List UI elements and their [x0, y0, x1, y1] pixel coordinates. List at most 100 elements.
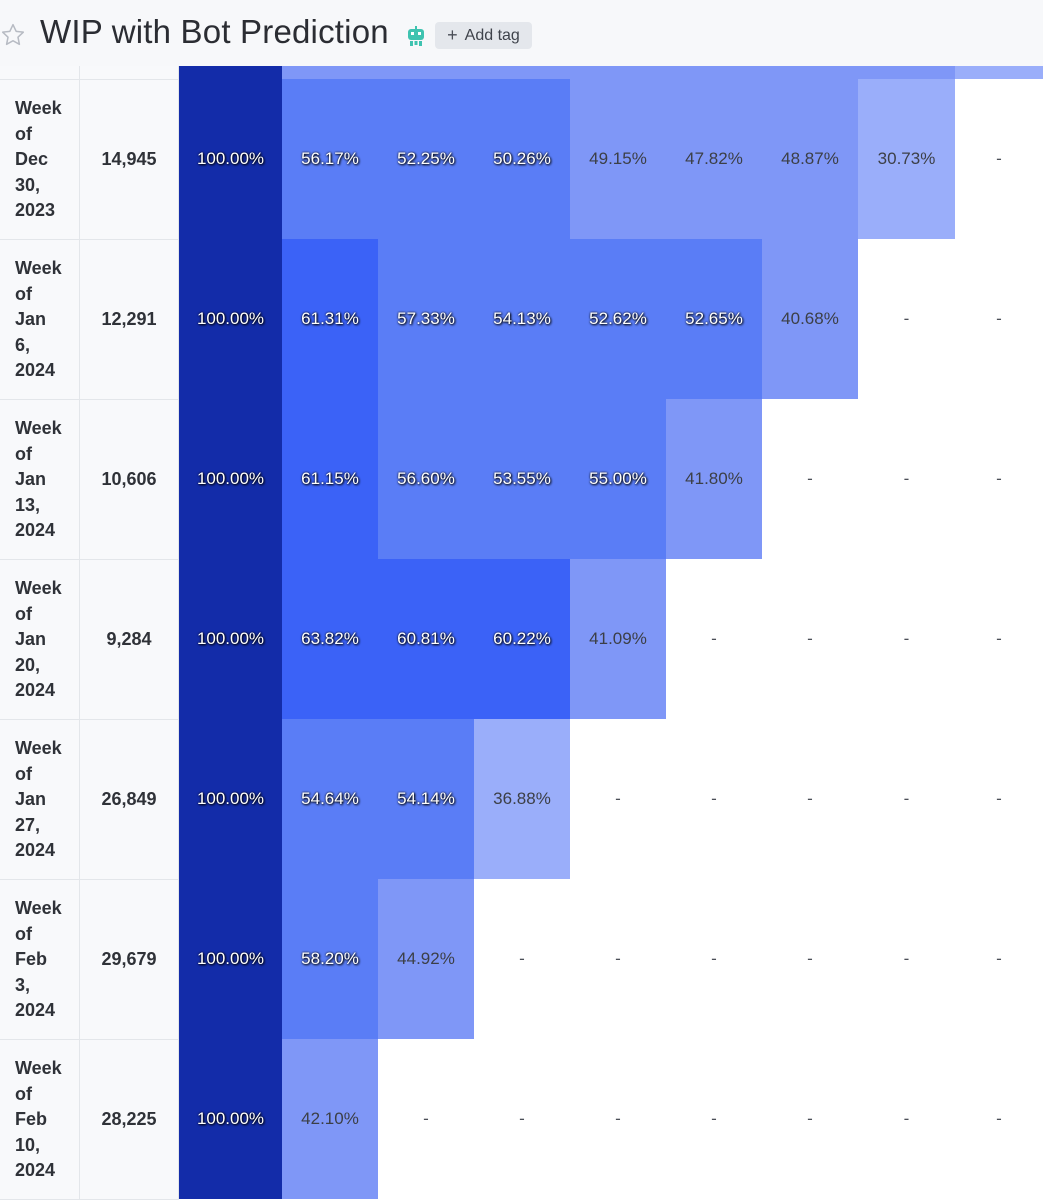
retention-cell[interactable]: 44.92% — [378, 879, 474, 1039]
retention-cell[interactable]: - — [711, 629, 717, 648]
retention-cell[interactable]: - — [903, 1109, 910, 1128]
retention-cell[interactable]: 50.26% — [474, 79, 570, 239]
retention-cell[interactable]: 48.87% — [762, 79, 858, 239]
cohort-label-line: Dec — [15, 149, 49, 169]
retention-cell[interactable]: - — [996, 789, 1002, 808]
cohort-label-line: Jan — [15, 469, 47, 489]
retention-cell[interactable]: 49.15% — [570, 79, 666, 239]
retention-cell[interactable]: 60.22% — [474, 559, 570, 719]
retention-cell[interactable]: 100.00% — [179, 719, 282, 879]
row-divider — [0, 1039, 179, 1040]
retention-cell[interactable]: 52.65% — [666, 239, 762, 399]
retention-cell[interactable]: - — [615, 949, 621, 968]
retention-cell[interactable]: - — [996, 629, 1002, 648]
retention-cell[interactable]: 57.33% — [378, 239, 474, 399]
cohort-label-line: Feb — [15, 949, 48, 969]
retention-cell[interactable]: - — [903, 949, 910, 968]
retention-cell[interactable]: 60.81% — [378, 559, 474, 719]
retention-cell[interactable]: 54.13% — [474, 239, 570, 399]
retention-cell[interactable]: - — [807, 1109, 813, 1128]
retention-cell[interactable]: - — [519, 1109, 525, 1128]
cohort-label: Week of Jan 27, 2024 — [15, 736, 77, 864]
retention-cell[interactable]: - — [903, 629, 910, 648]
retention-cell[interactable]: 55.00% — [570, 399, 666, 559]
retention-cell[interactable]: 61.15% — [282, 399, 378, 559]
retention-cell[interactable]: - — [711, 949, 717, 968]
cohort-label: Week of Jan 6, 2024 — [15, 256, 77, 384]
retention-cell[interactable]: - — [996, 949, 1002, 968]
retention-cell[interactable]: - — [807, 949, 813, 968]
retention-cell[interactable]: - — [807, 469, 813, 488]
retention-cell[interactable]: 52.25% — [378, 79, 474, 239]
cohort-count: 14,945 — [101, 149, 157, 169]
cohort-count: 12,291 — [101, 309, 157, 329]
retention-cell[interactable]: - — [615, 789, 621, 808]
cohort-label-line: 13, — [15, 494, 41, 515]
retention-cell[interactable]: 100.00% — [179, 399, 282, 559]
retention-cell[interactable]: 63.82% — [282, 559, 378, 719]
retention-cell[interactable]: 54.14% — [378, 719, 474, 879]
cohort-label-line: Week — [15, 418, 62, 438]
retention-cell[interactable]: 100.00% — [179, 879, 282, 1039]
retention-cell[interactable]: 52.62% — [570, 239, 666, 399]
retention-cell[interactable]: 36.88% — [474, 719, 570, 879]
cohort-label-line: Week — [15, 738, 62, 758]
retention-cell[interactable]: - — [807, 789, 813, 808]
row-divider — [0, 559, 179, 560]
page-title: WIP with Bot Prediction — [40, 13, 389, 50]
cohort-label-line: of — [15, 123, 32, 144]
retention-cell[interactable]: 41.09% — [570, 559, 666, 719]
retention-cell[interactable]: - — [903, 789, 910, 808]
previous-row-cell — [955, 66, 1043, 79]
retention-cell[interactable]: 56.17% — [282, 79, 378, 239]
cohort-retention-table: Week of Dec 30, 2023 14,945 100.00% 56.17% 52.25… — [0, 66, 1043, 1200]
cohort-label-line: Jan — [15, 309, 47, 329]
retention-cell[interactable]: 100.00% — [179, 1039, 282, 1199]
retention-cell[interactable]: - — [807, 629, 813, 648]
cohort-label: Week of Feb 3, 2024 — [15, 896, 77, 1024]
retention-cell[interactable]: - — [996, 149, 1002, 168]
retention-cell[interactable]: - — [996, 469, 1002, 488]
cohort-count: 29,679 — [101, 949, 157, 969]
retention-cell[interactable]: - — [903, 309, 910, 328]
retention-cell[interactable]: 53.55% — [474, 399, 570, 559]
cohort-label: Week of Feb 10, 2024 — [15, 1056, 77, 1184]
retention-cell[interactable]: - — [615, 1109, 621, 1128]
cohort-label-line: Week — [15, 578, 62, 598]
retention-cell[interactable]: - — [903, 469, 910, 488]
cohort-label-line: of — [15, 763, 32, 784]
previous-row-cell — [474, 66, 570, 79]
retention-cell[interactable]: - — [996, 309, 1002, 328]
cohort-label: Week of Dec 30, 2023 — [15, 96, 77, 224]
cohort-label-line: of — [15, 283, 32, 304]
retention-cell[interactable]: - — [711, 1109, 717, 1128]
column-divider — [178, 66, 179, 1200]
retention-cell[interactable]: 30.73% — [858, 79, 955, 239]
retention-cell[interactable]: - — [711, 789, 717, 808]
retention-cell[interactable]: 40.68% — [762, 239, 858, 399]
retention-cell[interactable]: 100.00% — [179, 79, 282, 239]
cohort-label-line: 20, — [15, 654, 41, 675]
cohort-label-line: 2024 — [15, 840, 56, 860]
retention-cell[interactable]: 54.64% — [282, 719, 378, 879]
cohort-label-line: 6, — [15, 334, 31, 355]
star-icon[interactable] — [0, 22, 26, 48]
cohort-label-line: 2024 — [15, 360, 56, 380]
cohort-label-line: Jan — [15, 629, 47, 649]
retention-cell[interactable]: 100.00% — [179, 239, 282, 399]
retention-cell[interactable]: - — [423, 1109, 429, 1128]
cohort-label-line: 10, — [15, 1134, 41, 1155]
retention-cell[interactable]: 47.82% — [666, 79, 762, 239]
retention-cell[interactable]: 100.00% — [179, 559, 282, 719]
retention-cell[interactable]: 41.80% — [666, 399, 762, 559]
retention-cell[interactable]: 61.31% — [282, 239, 378, 399]
retention-cell[interactable]: 56.60% — [378, 399, 474, 559]
cohort-label-line: Jan — [15, 789, 47, 809]
retention-cell[interactable]: 42.10% — [282, 1039, 378, 1199]
add-tag-button[interactable]: + Add tag — [435, 22, 532, 49]
retention-cell[interactable]: - — [996, 1109, 1002, 1128]
cohort-label-line: Week — [15, 1058, 62, 1078]
add-tag-label: Add tag — [464, 26, 520, 44]
retention-cell[interactable]: 58.20% — [282, 879, 378, 1039]
retention-cell[interactable]: - — [519, 949, 525, 968]
